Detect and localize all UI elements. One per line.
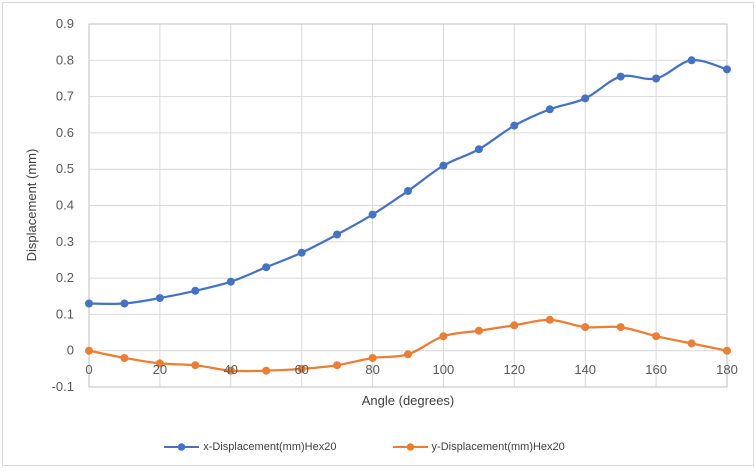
svg-text:0: 0 bbox=[85, 362, 92, 377]
svg-text:0.9: 0.9 bbox=[56, 16, 74, 31]
svg-text:40: 40 bbox=[224, 362, 238, 377]
svg-text:0.5: 0.5 bbox=[56, 161, 74, 176]
svg-text:180: 180 bbox=[716, 362, 738, 377]
svg-text:160: 160 bbox=[645, 362, 667, 377]
svg-text:-0.1: -0.1 bbox=[52, 379, 74, 394]
svg-text:0.3: 0.3 bbox=[56, 234, 74, 249]
svg-text:0.4: 0.4 bbox=[56, 198, 74, 213]
svg-text:0.2: 0.2 bbox=[56, 270, 74, 285]
svg-text:120: 120 bbox=[503, 362, 525, 377]
svg-text:0.1: 0.1 bbox=[56, 306, 74, 321]
svg-text:80: 80 bbox=[365, 362, 379, 377]
svg-text:0.6: 0.6 bbox=[56, 125, 74, 140]
svg-text:20: 20 bbox=[153, 362, 167, 377]
svg-text:0.8: 0.8 bbox=[56, 52, 74, 67]
svg-text:140: 140 bbox=[574, 362, 596, 377]
svg-text:0: 0 bbox=[67, 343, 74, 358]
svg-text:0.7: 0.7 bbox=[56, 89, 74, 104]
svg-text:100: 100 bbox=[433, 362, 455, 377]
svg-text:60: 60 bbox=[294, 362, 308, 377]
